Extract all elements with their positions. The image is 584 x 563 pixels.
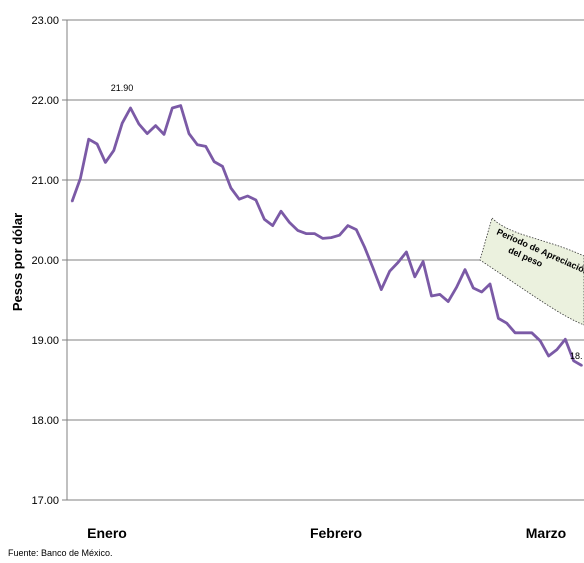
y-tick-label: 22.00: [31, 95, 59, 107]
data-point: [121, 122, 123, 124]
data-point: [506, 322, 508, 325]
data-point: [330, 236, 333, 239]
y-tick-label: 19.00: [31, 335, 59, 347]
data-point: [179, 104, 182, 107]
data-point: [380, 288, 383, 291]
data-point: [564, 338, 567, 341]
data-point: [347, 224, 349, 227]
data-point: [263, 218, 266, 220]
data-point: [163, 133, 165, 136]
data-point: [238, 198, 240, 200]
data-point: [489, 283, 491, 285]
y-tick-label: 20.00: [31, 255, 59, 267]
data-point: [96, 143, 98, 145]
source-note: Fuente: Banco de México.: [8, 548, 113, 558]
data-point: [472, 287, 475, 289]
data-point: [154, 124, 157, 127]
data-point: [414, 276, 416, 278]
data-point: [171, 107, 174, 109]
data-point: [79, 177, 82, 180]
data-point: [514, 332, 516, 334]
data-point: [405, 251, 408, 253]
x-axis-ticks: Enero Febrero Marzo: [87, 525, 566, 541]
data-point: [213, 160, 215, 163]
data-point: [87, 138, 90, 140]
data-point: [455, 286, 458, 289]
data-point: [522, 332, 525, 334]
data-label-last: 18.: [570, 351, 583, 361]
series-layer: [70, 104, 583, 367]
data-point: [397, 261, 399, 264]
data-point: [221, 165, 224, 168]
data-point: [146, 132, 148, 135]
data-point: [556, 348, 558, 351]
data-point: [288, 221, 291, 224]
data-point: [363, 246, 366, 248]
y-axis-label: Pesos por dólar: [10, 213, 25, 311]
y-tick-label: 21.00: [31, 175, 59, 187]
data-point: [246, 195, 249, 197]
data-point: [581, 364, 583, 367]
data-point: [531, 332, 533, 334]
data-point: [71, 200, 73, 203]
data-point: [572, 360, 575, 362]
data-label-peak: 21.90: [111, 83, 134, 93]
data-point: [372, 267, 374, 269]
x-tick-label: Enero: [87, 525, 127, 541]
data-point: [188, 132, 190, 135]
data-point: [388, 270, 391, 273]
data-point: [129, 107, 132, 109]
data-point: [422, 260, 424, 263]
data-point: [430, 295, 433, 297]
data-point: [271, 224, 274, 227]
data-point: [439, 293, 441, 296]
data-point: [322, 237, 324, 240]
y-tick-label: 17.00: [31, 495, 59, 507]
y-tick-label: 23.00: [31, 15, 59, 27]
x-tick-label: Febrero: [310, 525, 362, 541]
data-point: [230, 187, 232, 189]
series-line: [70, 104, 583, 367]
grid-lines: [62, 19, 584, 501]
data-point: [497, 317, 500, 320]
data-point: [464, 268, 466, 271]
data-point: [338, 234, 341, 236]
data-point: [205, 145, 207, 148]
data-point: [255, 199, 257, 201]
data-point: [480, 291, 483, 293]
data-point: [447, 300, 450, 303]
x-tick-label: Marzo: [526, 525, 566, 541]
data-point: [296, 229, 299, 232]
data-point: [539, 340, 541, 342]
data-point: [547, 355, 550, 357]
y-tick-label: 18.00: [31, 415, 59, 427]
data-point: [104, 161, 107, 164]
data-point: [355, 228, 358, 231]
data-point: [313, 232, 316, 235]
data-point: [280, 210, 282, 212]
data-point: [196, 144, 199, 146]
data-point: [305, 232, 307, 235]
y-axis-ticks: 17.00 18.00 19.00 20.00 21.00 22.00 23.00: [31, 15, 59, 507]
data-point: [113, 149, 115, 152]
data-point: [138, 123, 140, 125]
